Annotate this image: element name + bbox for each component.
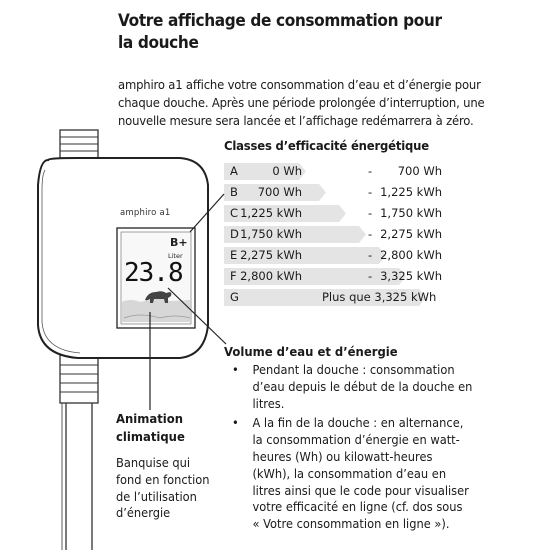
efficiency-class-range: Plus que 3,325 kWh: [322, 290, 437, 304]
intro-line: amphiro a1 affiche votre consommation d’…: [118, 77, 481, 92]
efficiency-class-bar: [224, 289, 426, 306]
efficiency-class-bar: [224, 226, 366, 243]
efficiency-class-dash: -: [368, 206, 373, 220]
bullet-line: litres ainsi que le code pour visualiser: [252, 483, 469, 498]
efficiency-class-from: 1,750 kWh: [240, 227, 302, 241]
intro-paragraph: amphiro a1 affiche votre consommation d’…: [118, 76, 518, 130]
page-title-line: Votre affichage de consommation pour: [118, 11, 442, 30]
efficiency-class-from: 1,225 kWh: [240, 206, 302, 220]
bullet-line: (kWh), la consommation d’eau en: [252, 466, 447, 481]
volume-bullets: • Pendant la douche : consommation d’eau…: [232, 362, 550, 536]
bullet-line: « Votre consommation en ligne »).: [252, 517, 450, 532]
efficiency-class-dash: -: [368, 269, 373, 283]
efficiency-class-dash: -: [368, 227, 373, 241]
page-title-line: la douche: [118, 33, 199, 52]
bullet-marker: •: [232, 416, 239, 431]
bullet-marker: •: [232, 363, 239, 377]
class-badge: B+: [170, 236, 188, 249]
efficiency-class-from: 700 Wh: [257, 185, 302, 199]
efficiency-class-row: A 0 Wh - 700 Wh: [224, 163, 442, 180]
efficiency-class-row: G Plus que 3,325 kWh: [224, 289, 442, 306]
efficiency-class-letter: E: [230, 248, 238, 262]
animation-line: d’énergie: [116, 506, 171, 521]
efficiency-class-dash: -: [368, 185, 373, 199]
efficiency-class-letter: A: [230, 164, 238, 178]
volume-heading: Volume d’eau et d’énergie: [224, 344, 398, 359]
animation-heading-line: Animation: [116, 411, 184, 426]
efficiency-class-bar: [224, 184, 326, 201]
polar-bear-icon: [145, 291, 172, 303]
unit-label: Liter: [168, 252, 183, 260]
efficiency-classes-heading: Classes d’efficacité énergétique: [224, 138, 429, 153]
page-title: Votre affichage de consommation pour la …: [118, 10, 509, 54]
bullet-end-of-shower: • A la fin de la douche : en alternance,…: [232, 415, 530, 533]
efficiency-class-from: 2,275 kWh: [240, 248, 302, 262]
efficiency-class-row: F 2,800 kWh -3,325 kWh: [224, 268, 442, 285]
efficiency-class-bar: [224, 163, 306, 180]
efficiency-class-dash: -: [368, 248, 373, 262]
efficiency-class-letter: D: [230, 227, 239, 241]
efficiency-class-letter: G: [230, 290, 239, 304]
efficiency-class-to: 1,225 kWh: [380, 185, 442, 199]
device-brand-label: amphiro a1: [120, 208, 171, 218]
bullet-line: Pendant la douche : consommation: [252, 363, 455, 377]
efficiency-class-letter: F: [230, 269, 237, 283]
efficiency-class-letter: C: [230, 206, 239, 220]
animation-heading: Animation climatique: [116, 410, 185, 446]
efficiency-class-to: 700 Wh: [397, 164, 442, 178]
efficiency-class-letter: B: [230, 185, 238, 199]
efficiency-class-from: 2,800 kWh: [240, 269, 302, 283]
efficiency-class-bar: [224, 268, 406, 285]
efficiency-class-row: B 700 Wh -1,225 kWh: [224, 184, 442, 201]
animation-line: de l’utilisation: [116, 489, 197, 504]
consumption-reading: 23.8: [124, 258, 184, 288]
efficiency-class-row: E 2,275 kWh -2,800 kWh: [224, 247, 442, 264]
efficiency-class-to: 2,275 kWh: [380, 227, 442, 241]
animation-heading-line: climatique: [116, 429, 185, 444]
intro-line: chaque douche. Après une période prolong…: [118, 95, 485, 110]
efficiency-class-row: C 1,225 kWh -1,750 kWh: [224, 205, 442, 222]
intro-line: nouvelle mesure sera lancée et l’afficha…: [118, 113, 474, 128]
bullet-line: la consommation d’énergie en watt-: [252, 433, 460, 448]
animation-line: fond en fonction: [116, 472, 210, 487]
efficiency-class-dash: -: [368, 164, 373, 178]
animation-description: Banquise qui fond en fonction de l’utili…: [116, 455, 210, 522]
bullet-line: heures (Wh) ou kilowatt-heures: [252, 449, 433, 464]
animation-line: Banquise qui: [116, 456, 191, 470]
efficiency-class-bar: [224, 247, 386, 264]
efficiency-class-from: 0 Wh: [272, 164, 302, 178]
efficiency-class-bar: [224, 205, 346, 222]
efficiency-class-to: 1,750 kWh: [380, 206, 442, 220]
bullet-line: litres.: [252, 396, 285, 411]
bullet-line: d’eau depuis le début de la douche en: [252, 379, 473, 394]
bullet-line: A la fin de la douche : en alternance,: [252, 416, 464, 431]
bullet-during-shower: • Pendant la douche : consommation d’eau…: [232, 362, 530, 412]
efficiency-class-to: 3,325 kWh: [380, 269, 442, 283]
efficiency-class-row: D 1,750 kWh -2,275 kWh: [224, 226, 442, 243]
bullet-line: votre efficacité en ligne (cf. dos sous: [252, 500, 463, 515]
efficiency-class-to: 2,800 kWh: [380, 248, 442, 262]
